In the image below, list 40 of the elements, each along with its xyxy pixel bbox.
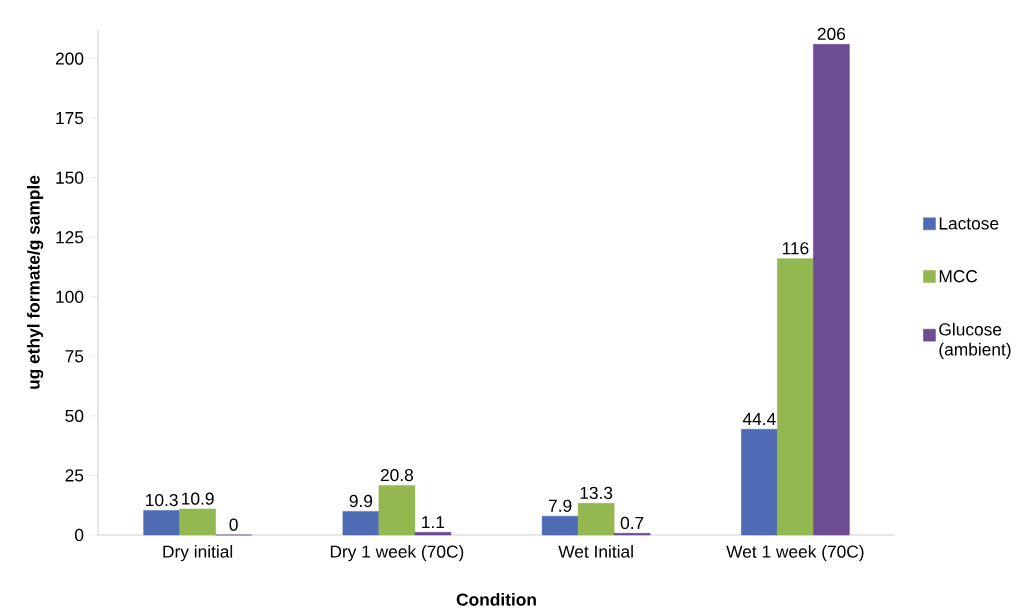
bar bbox=[541, 516, 579, 536]
legend-label: Lactose bbox=[939, 217, 999, 230]
bar bbox=[741, 429, 778, 536]
x-tick-label: Wet Initial bbox=[558, 545, 633, 558]
legend-label: Glucose (ambient) bbox=[939, 323, 1011, 360]
y-tick-label: 50 bbox=[65, 409, 84, 423]
y-tick-label: 100 bbox=[56, 290, 84, 304]
data-label: 116 bbox=[782, 242, 809, 255]
legend-label: MCC bbox=[939, 270, 978, 283]
y-tick-label: 0 bbox=[74, 529, 84, 542]
data-label: 10.3 bbox=[146, 494, 178, 507]
data-label: 44.4 bbox=[742, 413, 776, 426]
data-label: 9.9 bbox=[349, 495, 373, 508]
bar bbox=[378, 485, 416, 536]
y-tick-label: 125 bbox=[56, 231, 84, 244]
y-tick-label: 200 bbox=[55, 52, 84, 65]
data-label: 0 bbox=[229, 518, 238, 531]
y-tick-label: 25 bbox=[65, 469, 84, 482]
data-label: 206 bbox=[817, 27, 846, 41]
bar bbox=[577, 503, 615, 536]
bar bbox=[179, 508, 216, 536]
data-label: 10.9 bbox=[182, 492, 214, 505]
x-axis-title: Condition bbox=[456, 593, 536, 606]
y-tick-label: 175 bbox=[56, 112, 84, 125]
bar bbox=[414, 532, 452, 536]
bar bbox=[143, 510, 180, 536]
data-label: 1.1 bbox=[422, 516, 445, 529]
data-label: 0.7 bbox=[620, 517, 644, 530]
bar bbox=[777, 258, 814, 536]
x-tick-label: Dry 1 week (70C) bbox=[330, 545, 464, 562]
data-label: 7.9 bbox=[548, 499, 572, 513]
bar bbox=[813, 44, 850, 536]
x-tick-label: Dry initial bbox=[163, 545, 233, 562]
x-tick-label: Wet 1 week (70C) bbox=[726, 545, 864, 562]
data-label: 13.3 bbox=[580, 487, 613, 500]
y-tick-label: 150 bbox=[56, 171, 84, 185]
y-axis-title: ug ethyl formate/g sample bbox=[26, 175, 44, 390]
data-label: 20.8 bbox=[380, 469, 413, 482]
y-tick-label: 75 bbox=[65, 350, 84, 363]
bar bbox=[342, 511, 380, 536]
